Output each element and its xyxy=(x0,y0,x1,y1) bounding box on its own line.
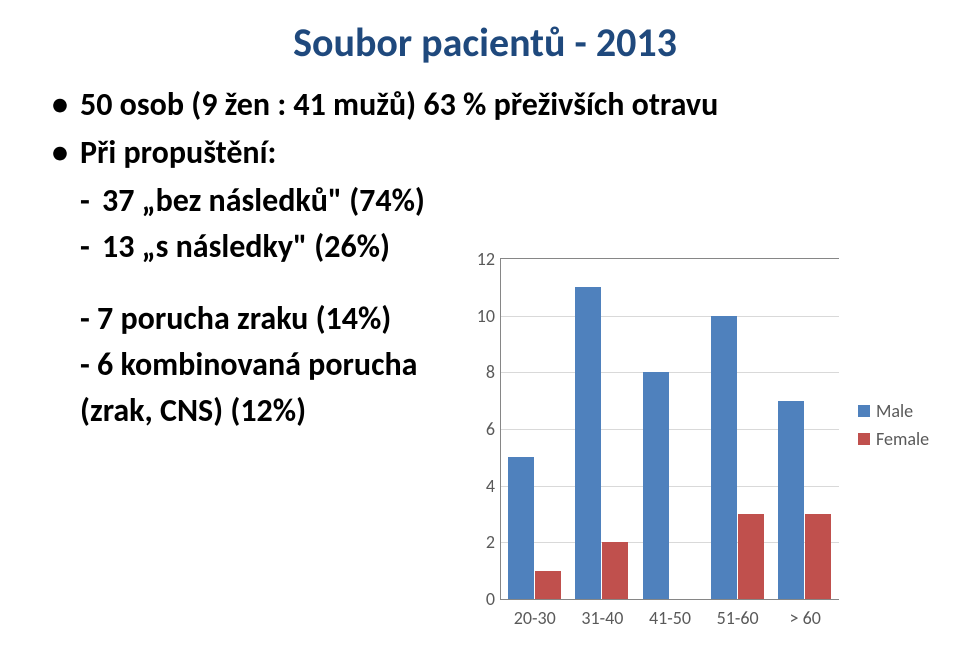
y-tick-label: 8 xyxy=(467,361,495,383)
legend-swatch xyxy=(858,433,870,445)
page-title: Soubor pacientů - 2013 xyxy=(50,18,920,67)
bullet-list: 50 osob (9 žen : 41 mužů) 63 % přeživšíc… xyxy=(50,85,920,173)
y-tick-label: 4 xyxy=(467,475,495,497)
legend-item: Male xyxy=(858,400,929,422)
y-tick-label: 0 xyxy=(467,588,495,610)
y-tick-label: 6 xyxy=(467,418,495,440)
bar-male xyxy=(643,372,669,599)
legend-label: Male xyxy=(876,400,913,422)
bar-female xyxy=(535,571,561,599)
y-tick-label: 10 xyxy=(467,305,495,327)
x-tick-label: 41-50 xyxy=(636,607,704,629)
gridline xyxy=(501,372,839,373)
bar-male xyxy=(711,316,737,599)
bar-female xyxy=(738,514,764,599)
bar-male xyxy=(575,287,601,599)
bar-female xyxy=(602,542,628,599)
chart-legend: Male Female xyxy=(858,400,929,456)
sub-bullet-text: 13 „s následky" (26%) xyxy=(102,227,390,266)
legend-label: Female xyxy=(876,428,929,450)
legend-swatch xyxy=(858,405,870,417)
x-tick-label: 31-40 xyxy=(569,607,637,629)
dash-icon: - xyxy=(80,181,102,221)
chart-plot-area: 02468101220-3031-4041-5051-60> 60 xyxy=(500,258,839,600)
dash-icon: - xyxy=(80,227,102,267)
legend-item: Female xyxy=(858,428,929,450)
bullet-item: Při propuštění: xyxy=(50,133,920,173)
y-tick-label: 12 xyxy=(467,248,495,270)
slide: Soubor pacientů - 2013 50 osob (9 žen : … xyxy=(0,0,960,668)
sub-bullet-text: 37 „bez následků" (74%) xyxy=(102,181,425,220)
gridline xyxy=(501,316,839,317)
sub-bullet: -37 „bez následků" (74%) xyxy=(50,181,920,221)
x-tick-label: 51-60 xyxy=(704,607,772,629)
x-tick-label: 20-30 xyxy=(501,607,569,629)
bar-female xyxy=(805,514,831,599)
bar-male xyxy=(508,457,534,599)
y-tick-label: 2 xyxy=(467,531,495,553)
x-tick-label: > 60 xyxy=(771,607,839,629)
bullet-item: 50 osob (9 žen : 41 mužů) 63 % přeživšíc… xyxy=(50,85,920,125)
bar-male xyxy=(778,401,804,599)
